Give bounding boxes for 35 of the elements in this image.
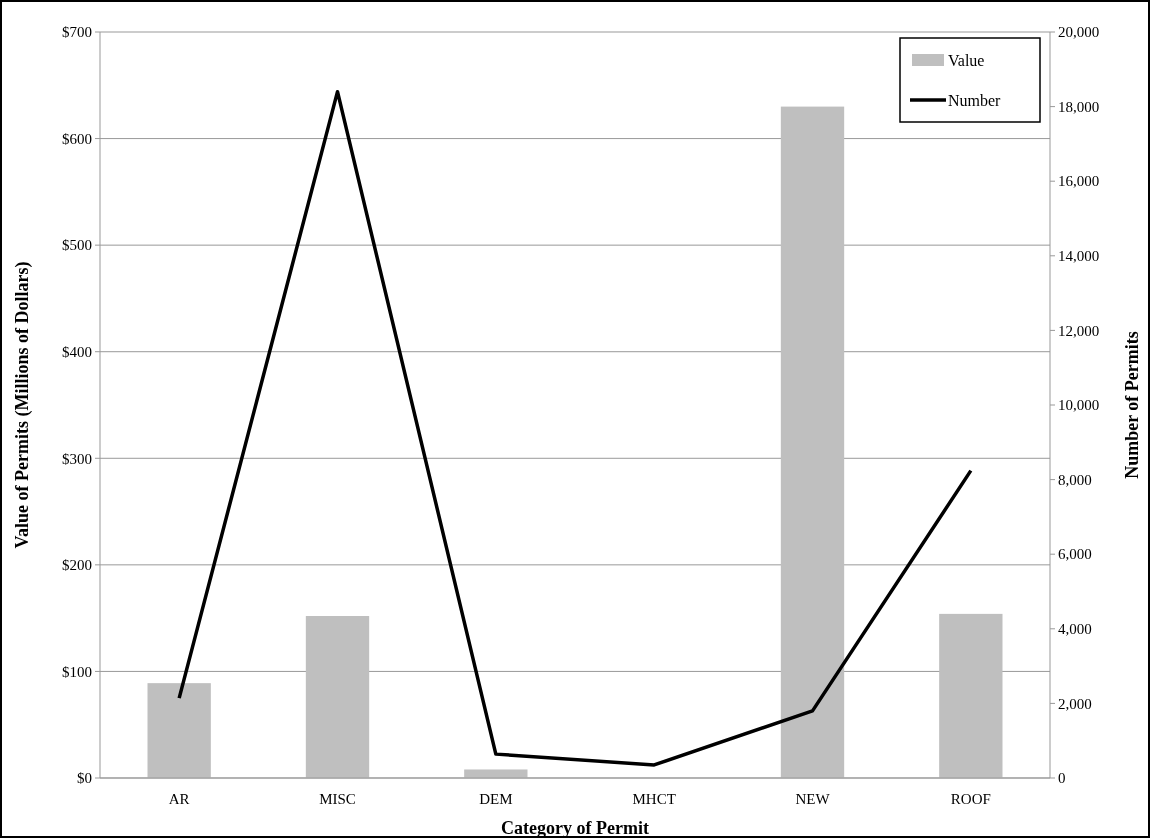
y2-tick-label: 12,000: [1058, 322, 1100, 339]
x-tick-label: MISC: [319, 791, 356, 807]
y2-axis-title: Number of Permits: [1122, 331, 1142, 479]
y-axis-title: Value of Permits (Millions of Dollars): [12, 261, 33, 549]
y-tick-label: $100: [62, 663, 92, 680]
x-tick-label: MHCT: [632, 791, 676, 807]
legend-label: Number: [948, 91, 1002, 109]
y-tick-label: $200: [62, 557, 92, 574]
y-tick-label: $300: [62, 450, 92, 467]
y2-tick-label: 18,000: [1058, 98, 1100, 115]
x-axis-title: Category of Permit: [501, 818, 649, 838]
bar: [147, 683, 211, 778]
x-tick-label: AR: [168, 791, 190, 807]
y-tick-label: $0: [77, 770, 92, 787]
y2-tick-label: 6,000: [1058, 546, 1092, 563]
y2-tick-label: 14,000: [1058, 248, 1100, 265]
y-tick-label: $700: [62, 24, 92, 41]
y2-tick-label: 2,000: [1058, 695, 1092, 712]
y-tick-label: $500: [62, 237, 92, 254]
y2-tick-label: 4,000: [1058, 621, 1092, 638]
bar: [464, 769, 528, 778]
y2-tick-label: 0: [1058, 770, 1066, 787]
legend-label: Value: [948, 51, 985, 69]
x-tick-label: DEM: [479, 791, 513, 807]
y-tick-label: $600: [62, 130, 92, 147]
bar: [939, 613, 1003, 778]
y-tick-label: $400: [62, 343, 92, 360]
y2-tick-label: 16,000: [1058, 173, 1100, 190]
y2-tick-label: 20,000: [1058, 24, 1100, 41]
y2-tick-label: 8,000: [1058, 471, 1092, 488]
bar: [305, 616, 370, 778]
y2-tick-label: 10,000: [1058, 397, 1100, 414]
x-tick-label: ROOF: [950, 791, 991, 807]
bar: [780, 106, 845, 778]
x-tick-label: NEW: [795, 791, 831, 807]
